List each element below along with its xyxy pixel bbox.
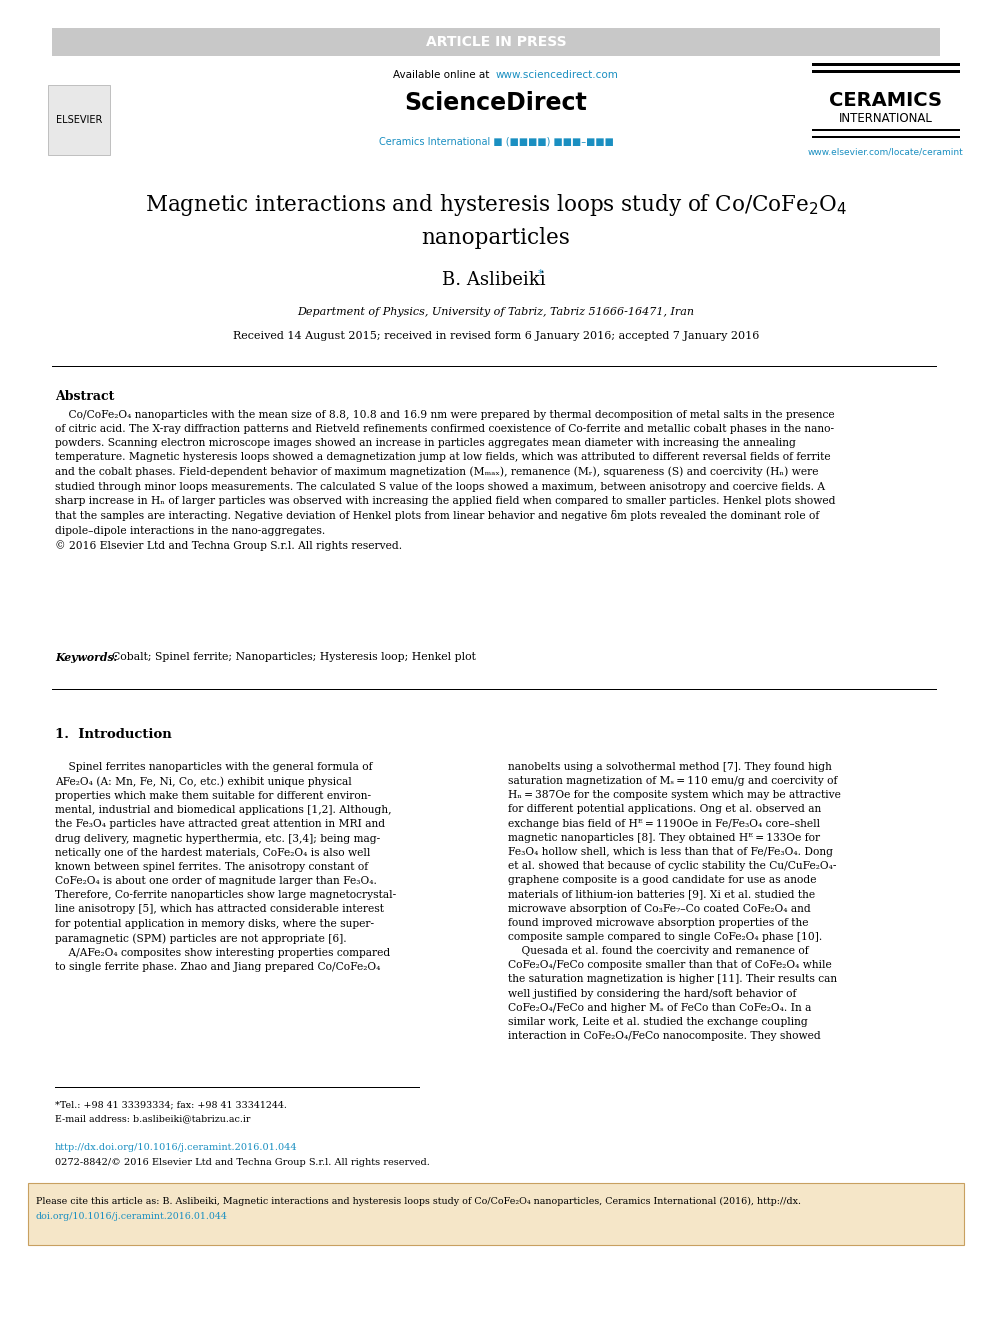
Text: ARTICLE IN PRESS: ARTICLE IN PRESS (426, 34, 566, 49)
Text: Received 14 August 2015; received in revised form 6 January 2016; accepted 7 Jan: Received 14 August 2015; received in rev… (233, 331, 759, 341)
Text: Cobalt; Spinel ferrite; Nanoparticles; Hysteresis loop; Henkel plot: Cobalt; Spinel ferrite; Nanoparticles; H… (112, 652, 476, 662)
Bar (28, 1183, 964, 1245)
Text: E-mail address: b.aslibeiki@tabrizu.ac.ir: E-mail address: b.aslibeiki@tabrizu.ac.i… (55, 1114, 250, 1123)
Text: www.sciencedirect.com: www.sciencedirect.com (496, 70, 619, 79)
Text: Ceramics International ■ (■■■■) ■■■–■■■: Ceramics International ■ (■■■■) ■■■–■■■ (379, 138, 613, 147)
Text: Department of Physics, University of Tabriz, Tabriz 51666-16471, Iran: Department of Physics, University of Tab… (298, 307, 694, 318)
Bar (52, 28, 940, 56)
Text: INTERNATIONAL: INTERNATIONAL (839, 111, 932, 124)
Text: Spinel ferrites nanoparticles with the general formula of
AFe₂O₄ (A: Mn, Fe, Ni,: Spinel ferrites nanoparticles with the g… (55, 762, 396, 972)
Text: *Tel.: +98 41 33393334; fax: +98 41 33341244.: *Tel.: +98 41 33393334; fax: +98 41 3334… (55, 1099, 287, 1109)
Text: 1.  Introduction: 1. Introduction (55, 728, 172, 741)
Bar (812, 64, 960, 66)
Text: http://dx.doi.org/10.1016/j.ceramint.2016.01.044: http://dx.doi.org/10.1016/j.ceramint.201… (55, 1143, 298, 1152)
Text: nanoparticles: nanoparticles (422, 228, 570, 249)
Text: B. Aslibeiki: B. Aslibeiki (442, 271, 546, 288)
Text: nanobelts using a solvothermal method [7]. They found high
saturation magnetizat: nanobelts using a solvothermal method [7… (508, 762, 841, 1041)
Text: Keywords:: Keywords: (55, 652, 118, 663)
Text: ScienceDirect: ScienceDirect (405, 91, 587, 115)
Bar (812, 130, 960, 131)
Bar (48, 85, 110, 155)
Text: doi.org/10.1016/j.ceramint.2016.01.044: doi.org/10.1016/j.ceramint.2016.01.044 (36, 1212, 228, 1221)
Text: Co/CoFe₂O₄ nanoparticles with the mean size of 8.8, 10.8 and 16.9 nm were prepar: Co/CoFe₂O₄ nanoparticles with the mean s… (55, 410, 835, 550)
Text: Available online at: Available online at (394, 70, 493, 79)
Text: Abstract: Abstract (55, 390, 114, 404)
Bar (52, 365, 937, 366)
Text: Please cite this article as: B. Aslibeiki, Magnetic interactions and hysteresis : Please cite this article as: B. Aslibeik… (36, 1197, 801, 1207)
Text: 0272-8842/© 2016 Elsevier Ltd and Techna Group S.r.l. All rights reserved.: 0272-8842/© 2016 Elsevier Ltd and Techna… (55, 1158, 430, 1167)
Bar (52, 688, 937, 691)
Text: Magnetic interactions and hysteresis loops study of Co/CoFe$_2$O$_4$: Magnetic interactions and hysteresis loo… (145, 192, 847, 218)
Text: www.elsevier.com/locate/ceramint: www.elsevier.com/locate/ceramint (808, 147, 964, 156)
Bar (812, 136, 960, 138)
Text: ELSEVIER: ELSEVIER (56, 115, 102, 124)
Text: *: * (538, 269, 544, 279)
Bar (812, 70, 960, 73)
Text: CERAMICS: CERAMICS (829, 90, 942, 110)
